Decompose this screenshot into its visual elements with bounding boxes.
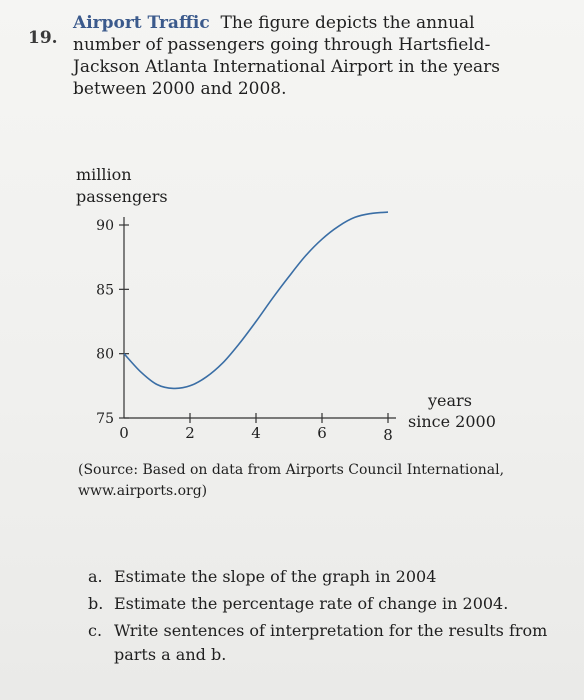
problem-statement: Airport Traffic The figure depicts the a…	[73, 12, 543, 100]
y-tick-label: 75	[96, 411, 114, 427]
question-letter: a.	[88, 567, 103, 586]
y-axis-label: passengers	[76, 187, 168, 206]
y-tick-label: 90	[96, 218, 114, 234]
question-text: Estimate the percentage rate of change i…	[114, 594, 509, 613]
x-tick-label: 2	[185, 424, 195, 442]
x-tick-label: 8	[383, 426, 393, 444]
x-tick-label: 0	[119, 424, 129, 442]
x-axis-label: years	[427, 391, 472, 410]
source-note: (Source: Based on data from Airports Cou…	[78, 460, 548, 502]
question-list: a. Estimate the slope of the graph in 20…	[88, 565, 548, 670]
question-b: b. Estimate the percentage rate of chang…	[88, 592, 548, 616]
question-letter: b.	[88, 594, 104, 613]
passenger-chart: million passengers years since 2000 75 80 85 90…	[60, 160, 520, 460]
x-tick-label: 4	[251, 424, 261, 442]
problem-title: Airport Traffic	[73, 13, 210, 33]
y-tick-label: 85	[96, 282, 114, 298]
question-a: a. Estimate the slope of the graph in 20…	[88, 565, 548, 589]
question-text: Write sentences of interpretation for th…	[114, 621, 548, 640]
problem-number: 19.	[28, 28, 58, 48]
y-axis-label: million	[76, 165, 132, 184]
question-c: c. Write sentences of interpretation for…	[88, 619, 548, 667]
question-text: parts a and b.	[114, 645, 227, 664]
question-text: Estimate the slope of the graph in 2004	[114, 567, 437, 586]
passenger-curve	[123, 211, 389, 390]
source-line-1: (Source: Based on data from Airports Cou…	[78, 462, 505, 478]
x-axis-label: since 2000	[408, 412, 496, 431]
source-line-2: www.airports.org)	[78, 483, 208, 499]
y-tick-label: 80	[96, 347, 114, 363]
problem-body: The figure depicts the annual number of …	[73, 13, 500, 99]
question-letter: c.	[88, 621, 103, 640]
x-tick-label: 6	[317, 424, 327, 442]
